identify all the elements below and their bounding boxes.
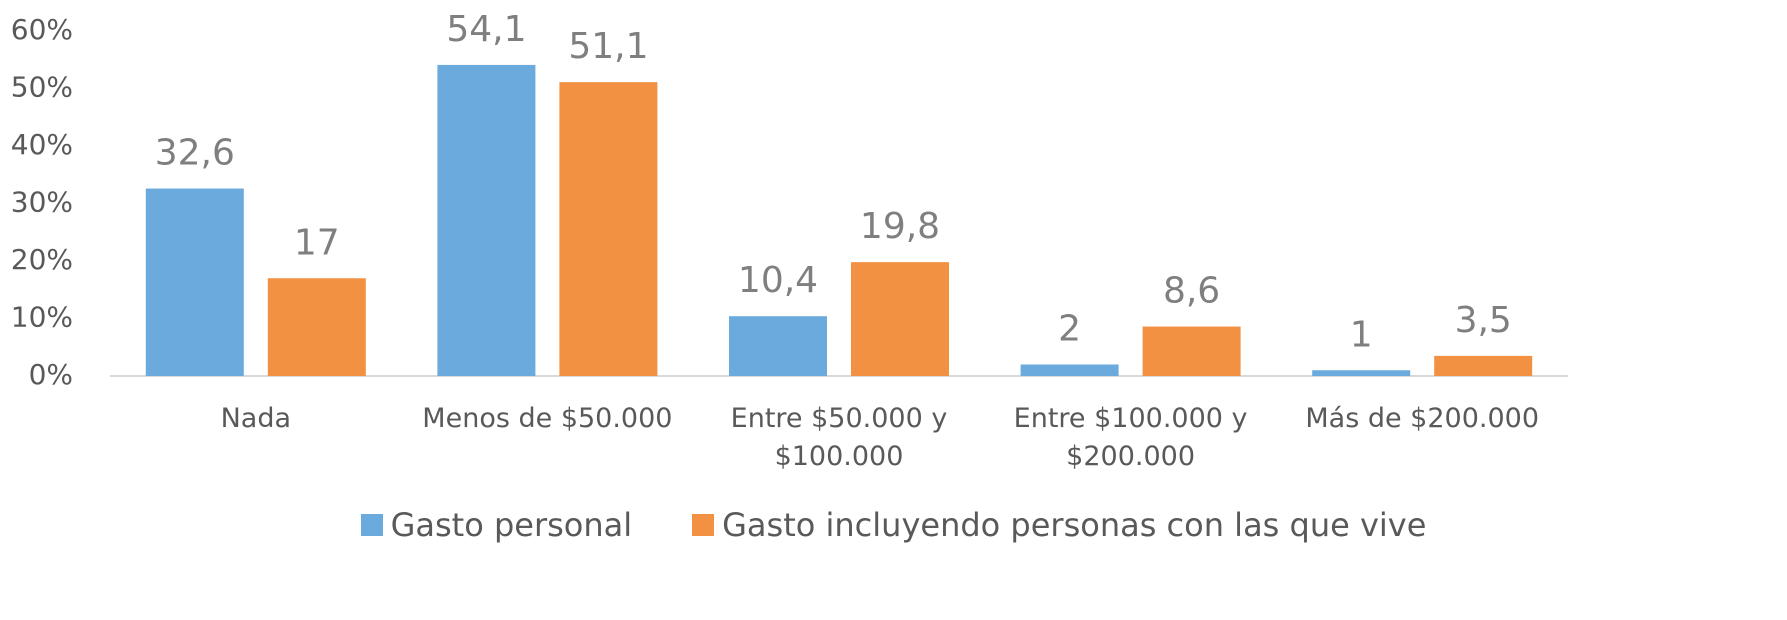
bar xyxy=(1312,370,1411,376)
value-label: 54,1 xyxy=(446,9,526,50)
y-tick-label: 40% xyxy=(11,128,73,161)
bar xyxy=(145,188,244,376)
bar xyxy=(1434,355,1533,376)
y-tick-label: 20% xyxy=(11,243,73,276)
value-label: 51,1 xyxy=(568,26,648,67)
x-tick-label: Nada xyxy=(220,403,292,434)
value-label: 10,4 xyxy=(738,260,818,301)
value-label: 2 xyxy=(1058,309,1081,350)
y-tick-label: 50% xyxy=(11,71,73,104)
value-label: 8,6 xyxy=(1163,271,1220,312)
bar xyxy=(1020,364,1119,376)
bar xyxy=(1142,326,1241,376)
y-tick-label: 60% xyxy=(11,13,73,46)
x-tick-label: Menos de $50.000 xyxy=(422,403,673,434)
y-tick-label: 10% xyxy=(11,301,73,334)
y-tick-label: 30% xyxy=(11,186,73,219)
legend-swatch xyxy=(360,514,383,536)
legend-label: Gasto incluyendo personas con las que vi… xyxy=(722,506,1427,544)
y-tick-label: 0% xyxy=(29,358,73,391)
value-label: 1 xyxy=(1350,314,1373,355)
bar xyxy=(267,278,366,376)
bar xyxy=(851,262,949,376)
x-tick-label: Entre $100.000 y $200.000 xyxy=(1013,403,1248,472)
value-label: 32,6 xyxy=(155,133,235,174)
bar xyxy=(437,64,536,377)
value-label: 3,5 xyxy=(1455,300,1512,341)
x-tick-label: Entre $50.000 y $100.000 xyxy=(730,403,948,472)
value-label: 19,8 xyxy=(860,206,940,247)
legend-swatch xyxy=(692,514,715,536)
legend-item: Gasto personal xyxy=(360,506,633,544)
legend: Gasto personal Gasto incluyendo personas … xyxy=(0,506,1787,544)
x-tick-label: Más de $200.000 xyxy=(1305,403,1540,434)
legend-item: Gasto incluyendo personas con las que vi… xyxy=(692,506,1426,544)
value-label: 17 xyxy=(294,222,340,263)
bar xyxy=(559,82,658,377)
bar xyxy=(729,316,827,376)
legend-label: Gasto personal xyxy=(390,506,633,544)
